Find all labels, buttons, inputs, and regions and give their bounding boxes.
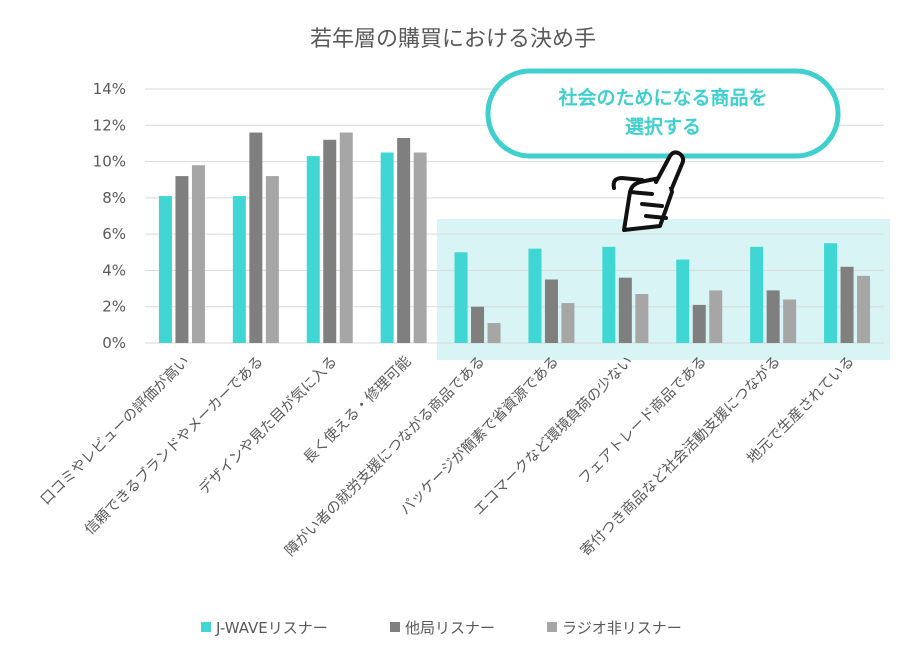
callout-line-2: 選択する [625, 116, 701, 138]
x-tick-label: パッケージが簡素で省資源である [397, 353, 563, 519]
bar [397, 137, 411, 343]
bar [191, 165, 205, 343]
bar [454, 252, 468, 343]
x-tick-label: フェアトレード商品である [575, 353, 710, 488]
bar [265, 176, 279, 343]
x-tick-label: 口コミやレビューの評価が高い [37, 353, 193, 509]
bar [544, 279, 558, 343]
callout-border [485, 68, 841, 159]
y-tick-label: 0% [102, 334, 126, 352]
x-axis-labels: 口コミやレビューの評価が高い信頼できるブランドやメーカーであるデザインや見た目が… [37, 352, 858, 560]
bar [249, 132, 263, 343]
bar [232, 196, 246, 343]
y-tick-label: 6% [102, 225, 126, 243]
bar [561, 303, 575, 343]
bars [158, 132, 871, 343]
bar [175, 176, 189, 343]
legend-swatch-non-listener [547, 622, 557, 632]
bar [471, 306, 485, 343]
y-tick-label: 14% [93, 80, 126, 98]
bar [840, 266, 854, 343]
y-tick-label: 12% [93, 116, 126, 134]
bar [709, 290, 723, 343]
y-tick-label: 10% [93, 153, 126, 171]
bar [528, 248, 542, 343]
bar [824, 243, 838, 343]
y-tick-label: 4% [102, 261, 126, 279]
callout-bubble: 社会のためになる商品を 選択する [485, 68, 841, 159]
legend-label-jwave: J-WAVEリスナー [215, 619, 328, 637]
bar [676, 259, 690, 343]
bar [306, 156, 320, 343]
legend-label-non-listener: ラジオ非リスナー [562, 619, 682, 637]
legend-item-non-listener: ラジオ非リスナー [547, 619, 682, 637]
legend-swatch-jwave [201, 622, 211, 632]
bar [158, 196, 172, 343]
highlight-region [437, 219, 890, 360]
chart-title: 若年層の購買における決め手 [310, 27, 596, 52]
bar [487, 323, 501, 343]
bar [750, 246, 764, 343]
pointing-hand-icon [611, 150, 686, 232]
bar [339, 132, 353, 343]
y-tick-label: 8% [102, 189, 126, 207]
legend-swatch-other-station [390, 622, 400, 632]
legend-item-jwave: J-WAVEリスナー [201, 619, 328, 637]
bar [783, 299, 797, 343]
bar [323, 139, 337, 343]
bar [618, 277, 632, 343]
bar [380, 152, 394, 343]
callout-line-1: 社会のためになる商品を [557, 86, 767, 109]
bar [413, 152, 427, 343]
legend: J-WAVEリスナー 他局リスナー ラジオ非リスナー [201, 619, 682, 637]
x-tick-label: エコマークなど環境負荷の少ない [470, 352, 637, 519]
bar [857, 275, 871, 343]
x-tick-label: デザインや見た目が気に入る [195, 352, 341, 498]
y-axis-labels: 0% 2% 4% 6% 8% 10% 12% 14% [93, 80, 126, 352]
legend-label-other-station: 他局リスナー [405, 619, 495, 637]
y-tick-label: 2% [102, 298, 126, 316]
bar [766, 290, 780, 343]
legend-item-other-station: 他局リスナー [390, 619, 495, 637]
bar [635, 294, 649, 343]
bar [692, 304, 706, 343]
bar [602, 246, 616, 343]
